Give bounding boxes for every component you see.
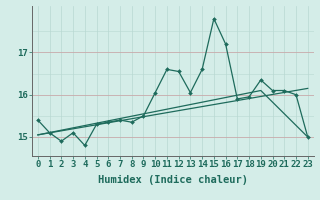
X-axis label: Humidex (Indice chaleur): Humidex (Indice chaleur) xyxy=(98,175,248,185)
